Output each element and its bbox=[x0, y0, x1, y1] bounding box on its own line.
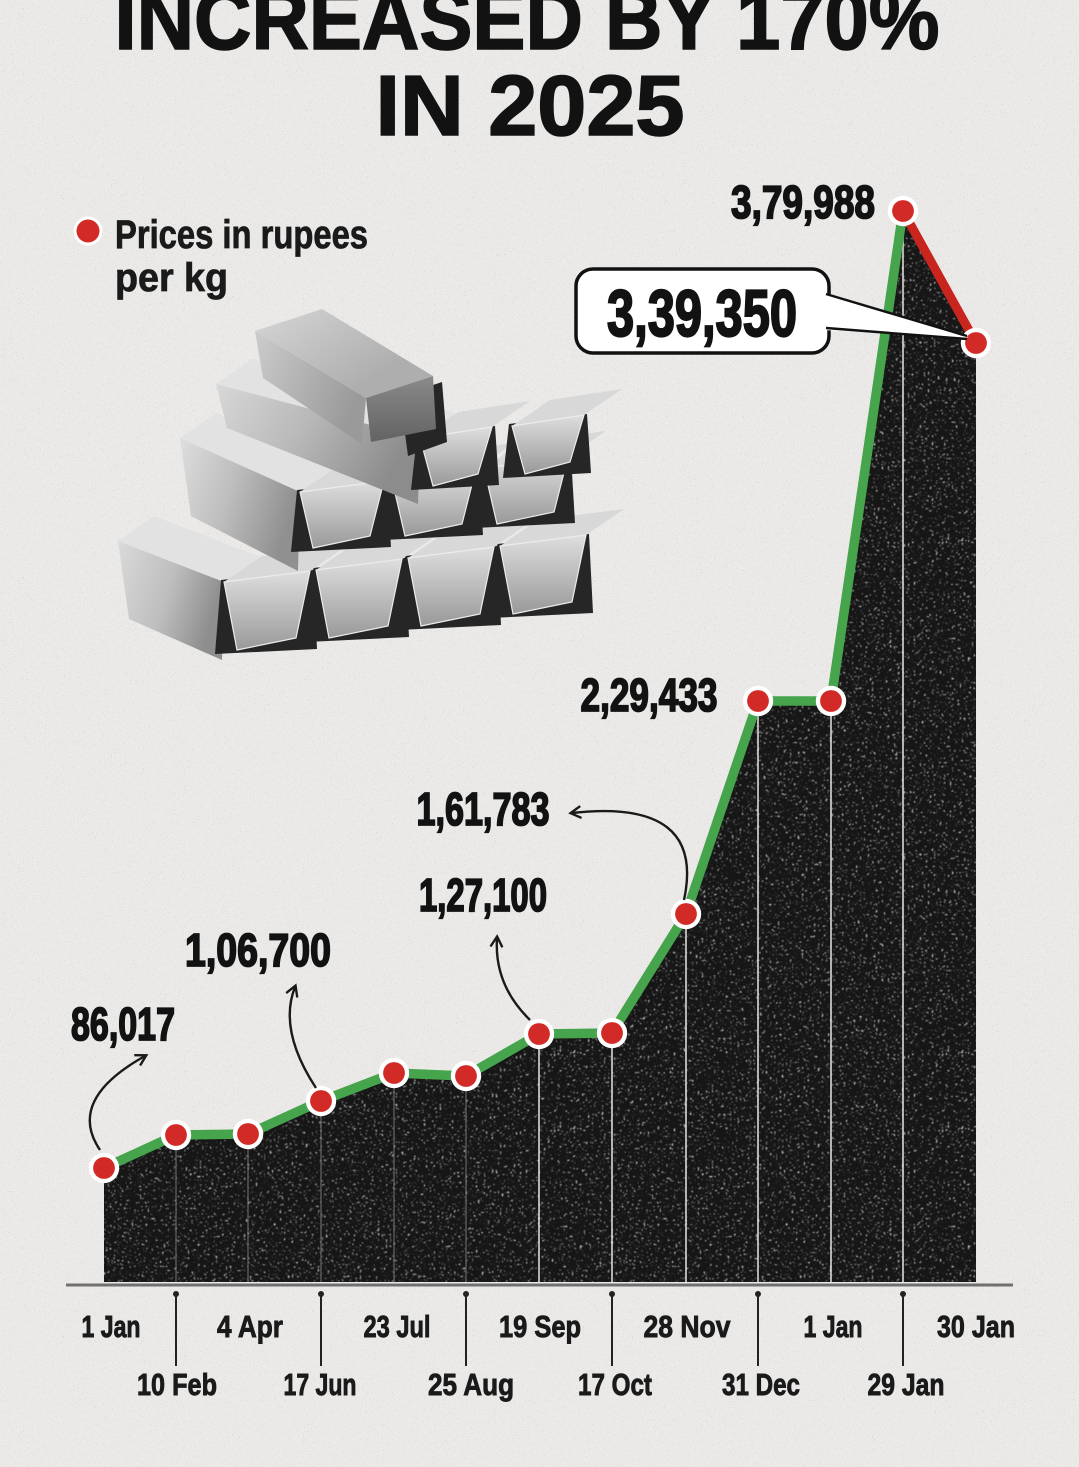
svg-text:29 Jan: 29 Jan bbox=[868, 1367, 945, 1402]
svg-text:30 Jan: 30 Jan bbox=[937, 1309, 1015, 1344]
svg-text:17 Oct: 17 Oct bbox=[578, 1367, 652, 1402]
svg-text:19 Sep: 19 Sep bbox=[499, 1309, 581, 1344]
svg-text:Prices in rupees: Prices in rupees bbox=[115, 213, 368, 257]
svg-text:1,06,700: 1,06,700 bbox=[185, 924, 331, 976]
svg-text:per kg: per kg bbox=[115, 256, 228, 300]
svg-text:1 Jan: 1 Jan bbox=[82, 1309, 141, 1344]
svg-text:2,29,433: 2,29,433 bbox=[581, 669, 718, 721]
svg-text:IN 2025: IN 2025 bbox=[376, 59, 685, 154]
svg-text:28 Nov: 28 Nov bbox=[644, 1309, 732, 1344]
svg-text:31 Dec: 31 Dec bbox=[722, 1367, 800, 1402]
svg-text:INCREASED BY 170%: INCREASED BY 170% bbox=[115, 0, 940, 68]
svg-text:3,39,350: 3,39,350 bbox=[607, 276, 797, 350]
svg-text:3,79,988: 3,79,988 bbox=[731, 176, 875, 228]
svg-text:1 Jan: 1 Jan bbox=[804, 1309, 863, 1344]
svg-text:25 Aug: 25 Aug bbox=[428, 1367, 514, 1402]
svg-text:1,27,100: 1,27,100 bbox=[419, 869, 547, 921]
svg-text:4 Apr: 4 Apr bbox=[217, 1309, 283, 1344]
svg-text:23 Jul: 23 Jul bbox=[364, 1309, 431, 1344]
svg-text:1,61,783: 1,61,783 bbox=[417, 783, 550, 835]
svg-text:17 Jun: 17 Jun bbox=[284, 1367, 357, 1402]
svg-text:10 Feb: 10 Feb bbox=[137, 1367, 217, 1402]
svg-text:86,017: 86,017 bbox=[71, 998, 175, 1050]
